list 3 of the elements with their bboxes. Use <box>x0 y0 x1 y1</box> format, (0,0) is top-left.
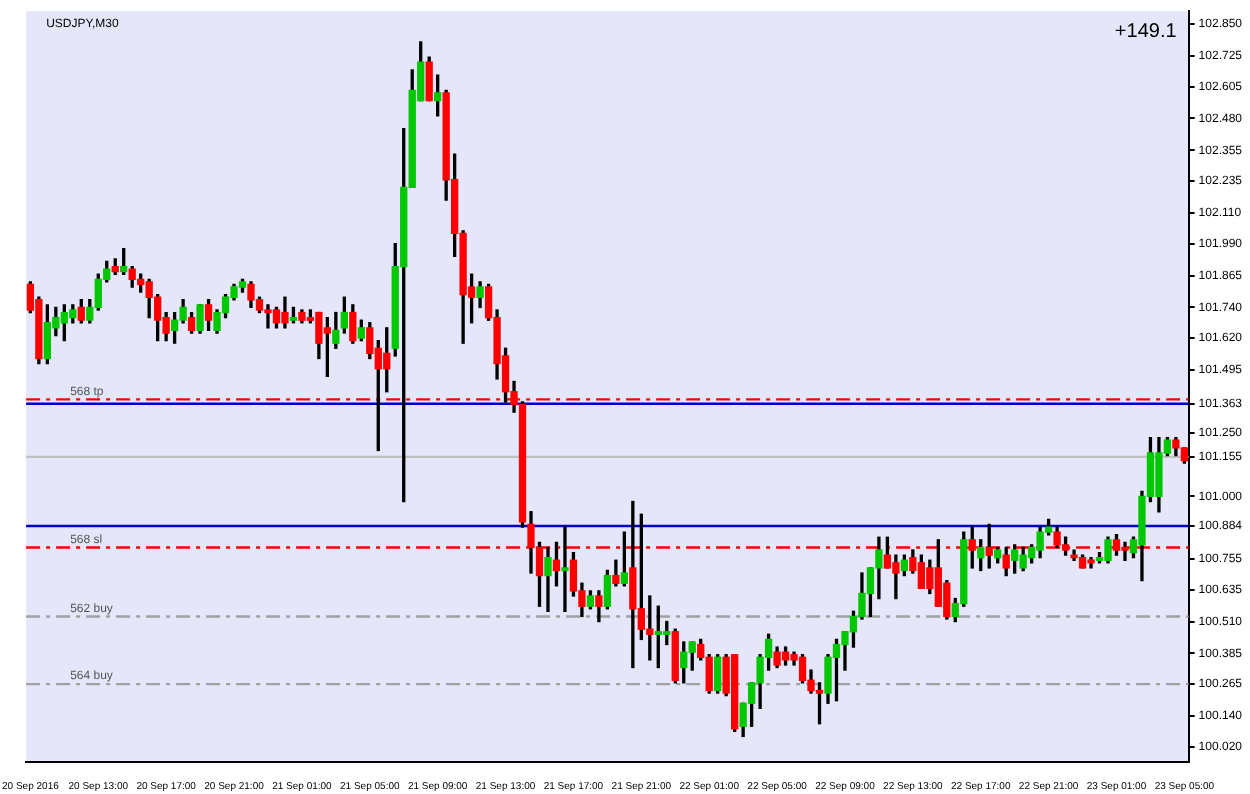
annotation: +149.1 <box>1114 20 1178 43</box>
candlestick <box>561 526 569 612</box>
candlestick <box>264 304 272 329</box>
